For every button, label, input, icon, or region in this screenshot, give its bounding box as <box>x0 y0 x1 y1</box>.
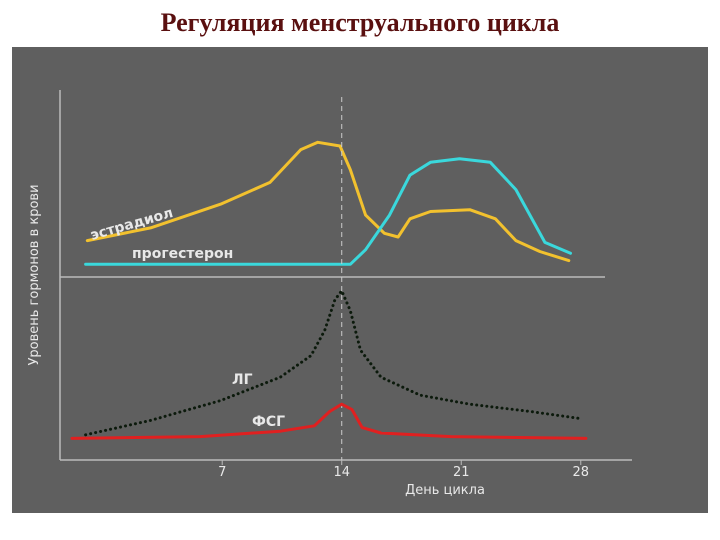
series-line <box>84 157 572 266</box>
x-tick-label: 21 <box>453 465 470 480</box>
x-tick-label: 14 <box>333 465 350 480</box>
series-line <box>85 140 571 263</box>
panel <box>12 47 708 513</box>
x-tick-label: 28 <box>573 465 590 480</box>
x-tick-label: 7 <box>218 465 226 480</box>
series-label: ФСГ <box>252 414 285 430</box>
y-label: Уровень гормонов в крови <box>27 184 42 365</box>
x-label: День цикла <box>405 483 485 498</box>
series-label: прогестерон <box>132 246 233 262</box>
title: Регуляция менструального цикла <box>160 8 560 37</box>
series-line <box>70 402 588 440</box>
series-label: ЛГ <box>232 372 253 388</box>
